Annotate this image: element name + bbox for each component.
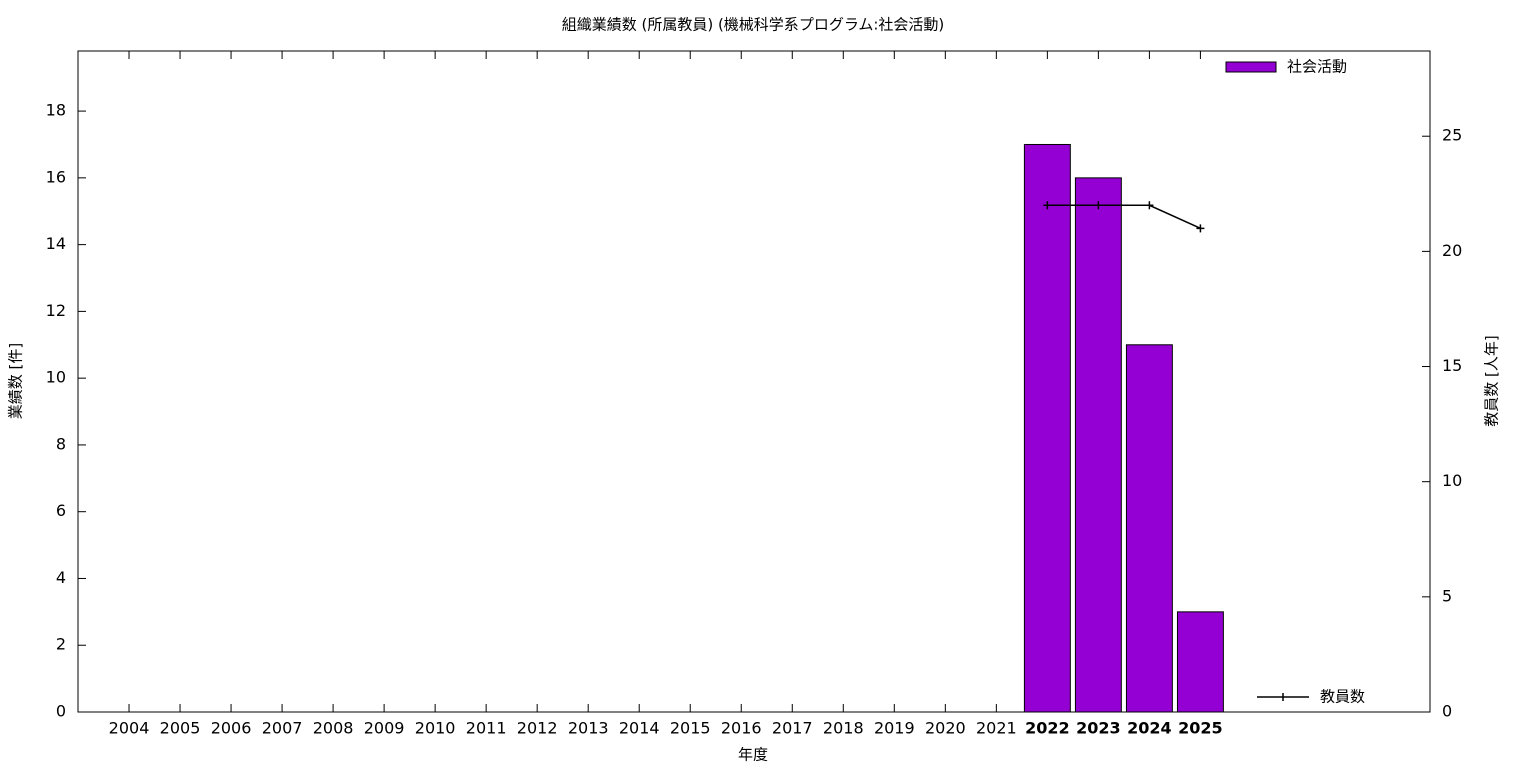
x-tick-label: 2016: [721, 719, 762, 738]
x-tick-label: 2009: [364, 719, 405, 738]
bar: [1176, 611, 1224, 713]
x-tick-label: 2015: [670, 719, 711, 738]
x-tick-label: 2013: [568, 719, 609, 738]
bar: [1074, 177, 1122, 713]
x-tick-label: 2005: [160, 719, 201, 738]
point-marker: [1043, 201, 1052, 210]
legend-label: 社会活動: [1287, 58, 1347, 76]
y-tick-label: 4: [56, 568, 66, 587]
y-tick-label: 16: [46, 167, 66, 186]
x-tick-label: 2012: [517, 719, 558, 738]
x-tick-label: 2014: [619, 719, 660, 738]
x-tick-label: 2004: [109, 719, 150, 738]
x-tick-label: 2017: [772, 719, 813, 738]
y-axis-label: 業績数 [件]: [7, 343, 25, 419]
x-tick-label: 2022: [1025, 719, 1070, 738]
x-tick-label: 2019: [874, 719, 915, 738]
x-tick-label: 2025: [1178, 719, 1223, 738]
point-marker: [1145, 201, 1154, 210]
point-marker: [1196, 224, 1205, 233]
x-tick-label: 2021: [976, 719, 1017, 738]
y-tick-label: 18: [46, 101, 66, 120]
bar: [1125, 344, 1173, 713]
point-marker: [1094, 201, 1103, 210]
x-axis-label: 年度: [738, 746, 768, 764]
y2-axis-label: 教員数 [人年]: [1483, 335, 1501, 426]
y2-tick-label: 5: [1442, 586, 1452, 605]
y-tick-label: 6: [56, 501, 66, 520]
legend-label: 教員数: [1320, 688, 1365, 706]
line: [1047, 204, 1201, 230]
y2-tick-label: 10: [1442, 471, 1462, 490]
y-tick-label: 12: [46, 301, 66, 320]
x-tick-label: 2008: [313, 719, 354, 738]
bar: [1023, 143, 1071, 713]
legend-swatch: [1225, 61, 1277, 73]
y2-tick-label: 25: [1442, 126, 1462, 145]
y-tick-label: 8: [56, 434, 66, 453]
x-tick-label: 2011: [466, 719, 507, 738]
x-tick-label: 2007: [262, 719, 303, 738]
y-tick-label: 2: [56, 635, 66, 654]
x-tick-label: 2023: [1076, 719, 1121, 738]
plot-frame: [77, 50, 1431, 713]
x-tick-label: 2020: [925, 719, 966, 738]
y-tick-label: 0: [56, 702, 66, 721]
x-tick-label: 2010: [415, 719, 456, 738]
x-tick-label: 2018: [823, 719, 864, 738]
x-tick-label: 2006: [211, 719, 252, 738]
y-tick-label: 10: [46, 368, 66, 387]
y2-tick-label: 20: [1442, 241, 1462, 260]
x-tick-label: 2024: [1127, 719, 1172, 738]
y-tick-label: 14: [46, 234, 66, 253]
y2-tick-label: 15: [1442, 356, 1462, 375]
y2-tick-label: 0: [1442, 702, 1452, 721]
legend-swatch: [1257, 693, 1309, 701]
chart-title: 組織業績数 (所属教員) (機械科学系プログラム:社会活動): [562, 16, 945, 34]
